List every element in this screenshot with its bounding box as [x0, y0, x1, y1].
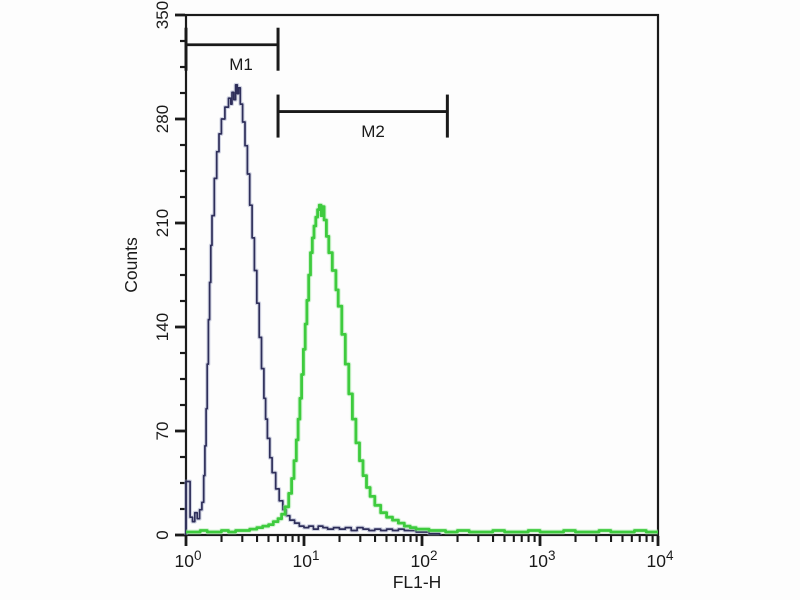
- x-tick-exponent: 3: [548, 548, 556, 563]
- stained-sample-peak-curve: [186, 203, 658, 534]
- y-tick-label: 350: [153, 1, 172, 29]
- marker-brackets: [184, 27, 449, 138]
- negative-control-peak-halo: [184, 82, 442, 536]
- x-axis-title: FL1-H: [393, 572, 442, 592]
- y-tick-label: 280: [153, 105, 172, 133]
- stained-sample-peak-halo: [186, 202, 658, 535]
- y-tick-label: 210: [153, 209, 172, 237]
- x-tick-exponent: 1: [312, 548, 320, 563]
- marker-m2-label: M2: [361, 122, 385, 141]
- series-curves: [184, 82, 658, 536]
- negative-control-peak-curve: [185, 83, 441, 535]
- x-tick-label: 100: [175, 548, 202, 571]
- plot-border: [184, 13, 660, 537]
- y-tick-label: 140: [153, 313, 172, 341]
- y-axis-title: Counts: [121, 237, 141, 293]
- x-tick-label: 101: [293, 548, 320, 571]
- x-tick-exponent: 0: [194, 548, 202, 563]
- plot-frame: [184, 13, 660, 537]
- x-tick-exponent: 4: [666, 548, 674, 563]
- x-tick-label: 103: [529, 548, 556, 571]
- axis-ticks: [175, 13, 660, 546]
- marker-m1-label: M1: [229, 55, 253, 74]
- y-tick-label: 70: [153, 422, 172, 441]
- x-tick-label: 104: [647, 548, 674, 571]
- x-tick-exponent: 2: [430, 548, 438, 563]
- x-tick-label: 102: [411, 548, 438, 571]
- y-tick-label: 0: [153, 530, 172, 539]
